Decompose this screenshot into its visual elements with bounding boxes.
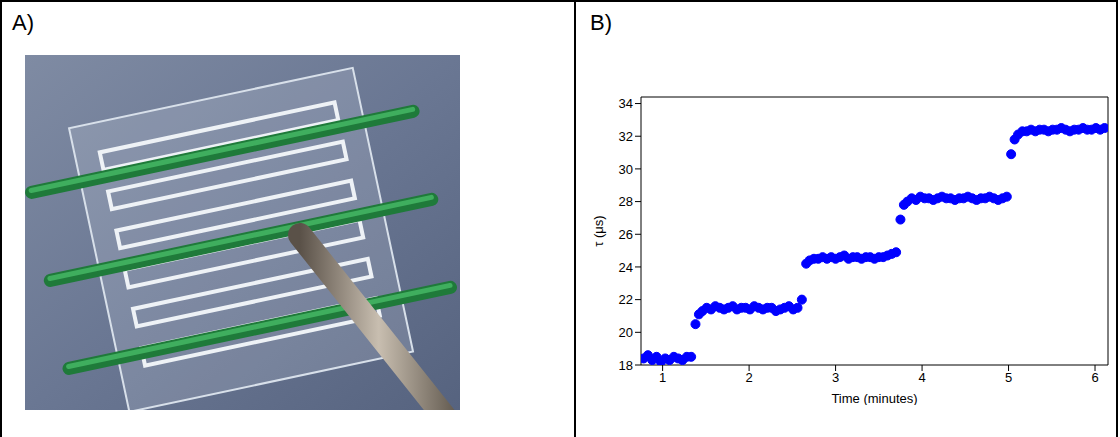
svg-text:3: 3 xyxy=(832,370,839,385)
svg-text:24: 24 xyxy=(619,260,633,275)
svg-text:34: 34 xyxy=(619,96,633,111)
svg-text:18: 18 xyxy=(619,358,633,373)
svg-text:26: 26 xyxy=(619,227,633,242)
svg-text:28: 28 xyxy=(619,194,633,209)
html-text:A): A) xyxy=(12,10,34,35)
svg-text:32: 32 xyxy=(619,129,633,144)
svg-text:4: 4 xyxy=(918,370,925,385)
svg-text:22: 22 xyxy=(619,292,633,307)
svg-text:1: 1 xyxy=(659,370,666,385)
svg-text:Time (minutes): Time (minutes) xyxy=(831,391,917,405)
svg-text:5: 5 xyxy=(1005,370,1012,385)
svg-text:6: 6 xyxy=(1091,370,1098,385)
html-text:B): B) xyxy=(590,10,612,35)
svg-text:τ (μs): τ (μs) xyxy=(591,215,606,246)
svg-text:20: 20 xyxy=(619,325,633,340)
svg-text:30: 30 xyxy=(619,162,633,177)
svg-text:2: 2 xyxy=(745,370,752,385)
